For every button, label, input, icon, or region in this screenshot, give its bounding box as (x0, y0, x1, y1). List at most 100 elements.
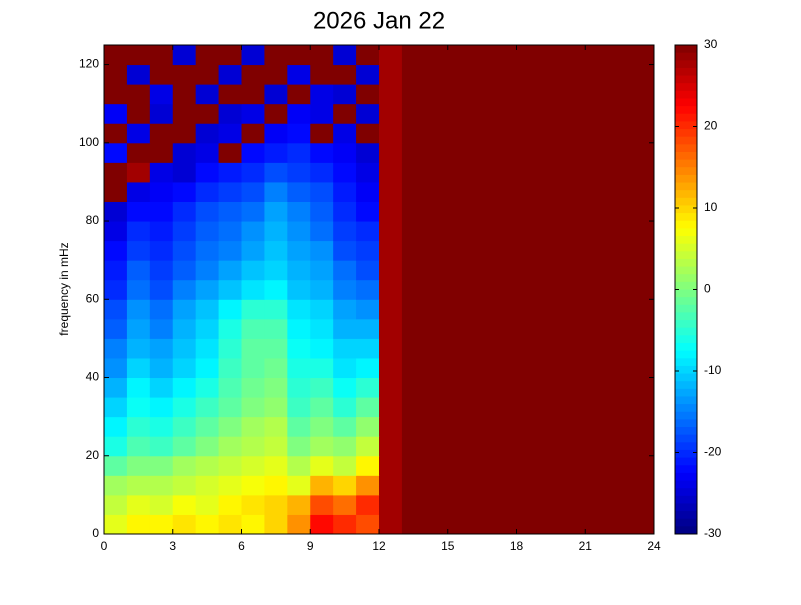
heatmap-cell (631, 514, 655, 535)
heatmap-cell (241, 455, 265, 476)
heatmap-cell (241, 357, 265, 379)
x-tick-label: 21 (579, 539, 593, 553)
heatmap-cell (585, 436, 609, 457)
heatmap-cell (149, 201, 174, 222)
heatmap-cell (631, 494, 655, 515)
heatmap-cell (241, 279, 265, 300)
heatmap-cell (287, 240, 311, 261)
heatmap-cell (631, 201, 655, 222)
x-tick-label: 0 (101, 539, 108, 553)
colorbar-swatch (675, 60, 697, 69)
heatmap-cell (287, 181, 311, 202)
heatmap-cell (539, 84, 563, 105)
heatmap-cell (104, 279, 128, 300)
heatmap-cell (424, 436, 449, 457)
heatmap-cell (379, 279, 403, 300)
heatmap-cell (104, 221, 128, 242)
heatmap-cell (264, 279, 288, 300)
heatmap-cell (310, 436, 334, 457)
heatmap-cell (539, 45, 563, 66)
heatmap-cell (172, 338, 197, 359)
heatmap-cell (287, 260, 311, 281)
heatmap-cell (379, 397, 403, 418)
heatmap-cell (562, 279, 586, 300)
heatmap-cell (447, 64, 472, 85)
heatmap-cell (401, 279, 426, 300)
heatmap-cell (493, 475, 517, 496)
heatmap-cell (149, 318, 174, 339)
heatmap-cell (356, 357, 380, 379)
heatmap-cell (149, 240, 174, 261)
heatmap-cell (172, 299, 197, 320)
heatmap-cell (126, 181, 151, 202)
heatmap-cell (333, 103, 357, 124)
heatmap-cell (264, 436, 288, 457)
heatmap-cell (172, 201, 197, 222)
heatmap-cell (126, 377, 151, 398)
heatmap-cell (356, 260, 380, 281)
heatmap-cell (516, 377, 540, 398)
heatmap-cell (447, 397, 472, 418)
colorbar-swatch (675, 289, 697, 298)
colorbar-swatch (675, 411, 697, 420)
heatmap-cell (608, 279, 632, 300)
heatmap-cell (287, 64, 311, 85)
heatmap-cell (470, 475, 495, 496)
heatmap-cell (333, 84, 357, 105)
heatmap-cell (356, 123, 380, 144)
heatmap-cell (241, 475, 265, 496)
colorbar-swatch (675, 373, 697, 382)
y-tick-label: 20 (86, 448, 100, 462)
heatmap-cell (241, 201, 265, 222)
heatmap-cell (379, 318, 403, 339)
heatmap-cell (287, 45, 311, 66)
colorbar-swatch (675, 297, 697, 306)
heatmap-cell (447, 436, 472, 457)
heatmap-cell (447, 455, 472, 476)
heatmap-cell (356, 45, 380, 66)
heatmap-cell (172, 181, 197, 202)
heatmap-cell (241, 123, 265, 144)
heatmap-cell (104, 455, 128, 476)
heatmap-cell (149, 514, 174, 535)
heatmap-cell (149, 221, 174, 242)
heatmap-cell (126, 123, 151, 144)
heatmap-cell (356, 318, 380, 339)
heatmap-cell (310, 240, 334, 261)
heatmap-cell (195, 318, 220, 339)
heatmap-cell (104, 45, 128, 66)
colorbar-swatch (675, 495, 697, 504)
heatmap-cell (608, 416, 632, 437)
heatmap-cell (608, 494, 632, 515)
heatmap-cell (218, 201, 242, 222)
heatmap-cell (104, 475, 128, 496)
heatmap-cell (310, 299, 334, 320)
heatmap-cell (516, 455, 540, 476)
heatmap-cell (149, 397, 174, 418)
heatmap-cell (516, 84, 540, 105)
heatmap-cell (608, 221, 632, 242)
colorbar-swatch (675, 151, 697, 161)
heatmap-cell (104, 103, 128, 124)
heatmap-cell (333, 357, 357, 379)
heatmap-cell (470, 123, 495, 144)
heatmap-cell (493, 240, 517, 261)
heatmap-cell (562, 475, 586, 496)
colorbar-swatch (675, 381, 697, 390)
heatmap-cell (447, 84, 472, 105)
heatmap-cell (333, 64, 357, 85)
heatmap-cell (310, 201, 334, 222)
colorbar-swatch (675, 480, 697, 489)
heatmap-cell (149, 475, 174, 496)
heatmap-cell (608, 475, 632, 496)
x-tick-label: 24 (647, 539, 661, 553)
colorbar-swatch (675, 304, 697, 313)
heatmap-cell (104, 514, 128, 535)
heatmap-cell (356, 338, 380, 359)
heatmap-cell (241, 84, 265, 105)
heatmap-cell (516, 181, 540, 202)
heatmap-cell (470, 299, 495, 320)
heatmap-cell (172, 64, 197, 85)
heatmap-cell (631, 221, 655, 242)
